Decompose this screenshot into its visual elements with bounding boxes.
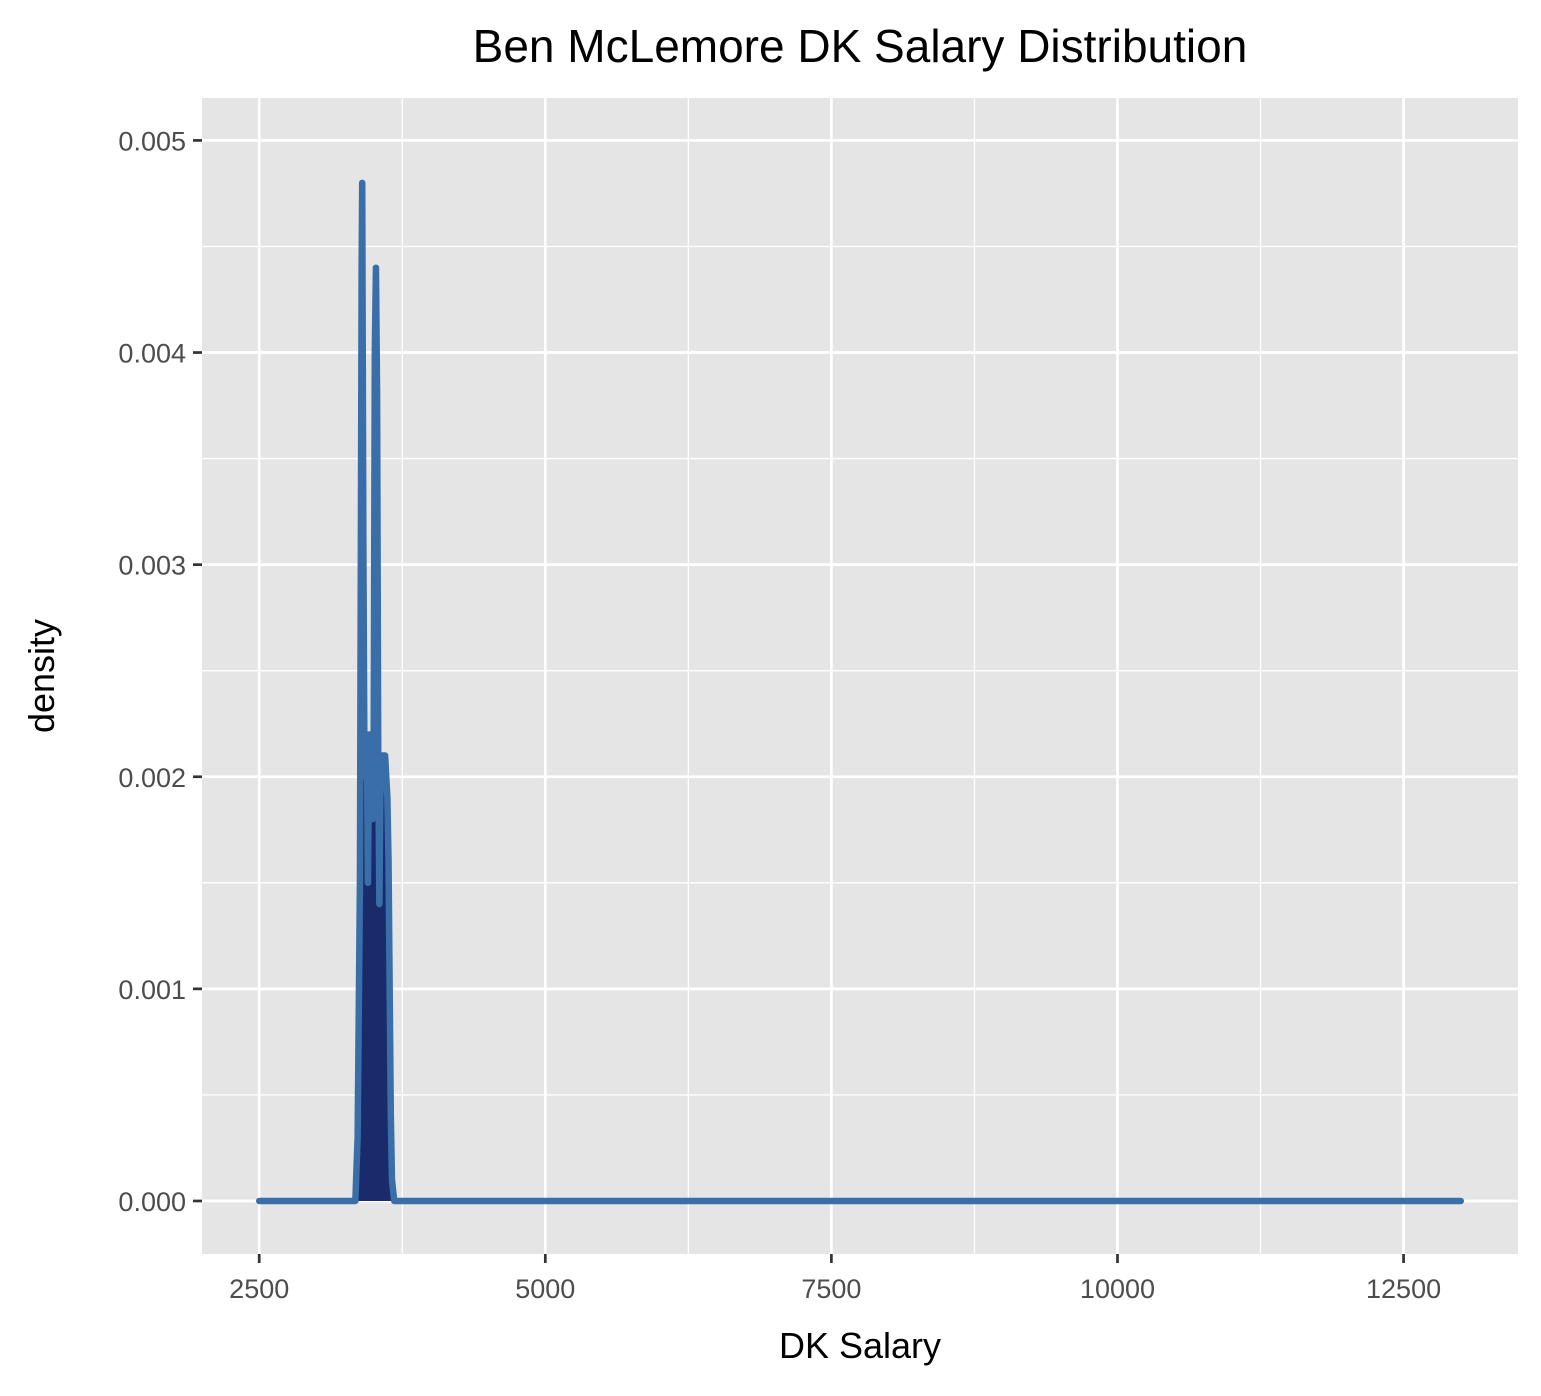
y-axis-title: density — [21, 619, 62, 733]
y-axis: 0.000 0.001 0.002 0.003 0.004 0.005 — [118, 126, 202, 1217]
plot-panel — [202, 98, 1518, 1254]
density-line-0 — [255, 179, 1465, 1205]
x-tick-label: 12500 — [1366, 1274, 1441, 1304]
x-axis: 2500 5000 7500 10000 12500 — [229, 1254, 1441, 1304]
y-tick-label: 0.005 — [118, 126, 186, 156]
x-tick-label: 2500 — [229, 1274, 289, 1304]
series-layer — [255, 179, 1465, 1205]
y-tick-label: 0.000 — [118, 1187, 186, 1217]
x-tick-label: 5000 — [515, 1274, 575, 1304]
chart-title: Ben McLemore DK Salary Distribution — [473, 20, 1248, 72]
x-axis-title: DK Salary — [779, 1325, 941, 1366]
density-area-0 — [259, 182, 1461, 1201]
y-tick-label: 0.001 — [118, 975, 186, 1005]
y-tick-label: 0.004 — [118, 339, 186, 369]
minor-gridlines — [202, 98, 1518, 1254]
y-tick-label: 0.003 — [118, 551, 186, 581]
x-tick-label: 7500 — [801, 1274, 861, 1304]
x-tick-label: 10000 — [1080, 1274, 1155, 1304]
y-tick-label: 0.002 — [118, 763, 186, 793]
